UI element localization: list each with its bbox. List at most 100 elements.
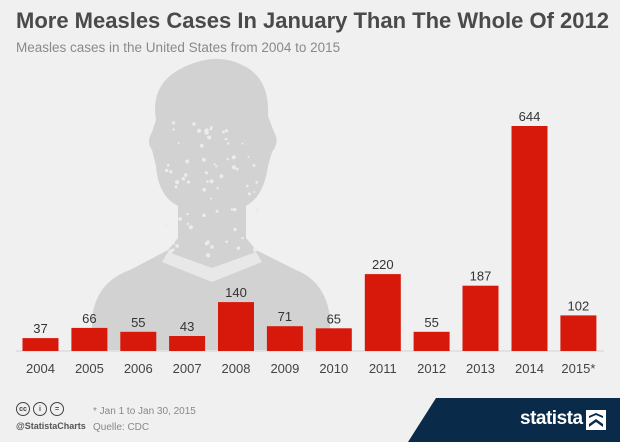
measles-spot <box>246 184 249 188</box>
measles-spot <box>186 212 189 216</box>
measles-spot <box>197 128 202 133</box>
source-note: Quelle: CDC <box>93 422 150 433</box>
category-label: 2010 <box>319 361 348 376</box>
category-label: 2015* <box>561 361 595 376</box>
value-label: 37 <box>33 321 47 336</box>
bar-2004 <box>22 338 59 351</box>
category-label: 2006 <box>124 361 153 376</box>
bar-2014 <box>511 126 548 351</box>
measles-spot <box>253 191 256 193</box>
measles-spot <box>172 248 175 251</box>
measles-spot <box>231 165 237 170</box>
measles-spot <box>210 197 213 200</box>
bar-2012 <box>413 331 450 351</box>
measles-spot <box>165 224 169 228</box>
measles-spot <box>188 225 193 230</box>
category-label: 2008 <box>222 361 251 376</box>
measles-spot <box>169 170 173 174</box>
value-label: 644 <box>519 109 541 124</box>
category-label: 2012 <box>417 361 446 376</box>
measles-spot <box>224 129 229 133</box>
measles-spot <box>230 208 234 211</box>
measles-spot <box>181 177 186 181</box>
measles-spot <box>255 206 260 211</box>
measles-spot <box>226 158 229 161</box>
attribution-icon: i <box>33 402 47 416</box>
measles-spot <box>186 222 189 226</box>
statista-logo-icon <box>586 410 606 430</box>
creative-commons-icon: cc <box>16 402 30 416</box>
measles-spot <box>224 137 228 141</box>
measles-spot <box>207 135 212 140</box>
measles-spot <box>200 143 204 148</box>
measles-spot <box>166 163 170 167</box>
value-label: 65 <box>327 311 341 326</box>
value-label: 140 <box>225 285 247 300</box>
footnote: * Jan 1 to Jan 30, 2015 <box>93 406 196 417</box>
measles-spot <box>192 122 196 126</box>
bar-2008 <box>218 302 254 351</box>
measles-spot <box>174 185 178 189</box>
measles-spot <box>209 127 213 131</box>
measles-spot <box>184 173 188 177</box>
bar-2013 <box>462 285 499 351</box>
measles-spot <box>227 142 230 145</box>
value-label: 102 <box>568 298 590 313</box>
license-icons: cc i = <box>16 402 64 416</box>
measles-spot <box>209 179 214 184</box>
category-label: 2013 <box>466 361 495 376</box>
category-label: 2009 <box>270 361 299 376</box>
value-label: 220 <box>372 257 394 272</box>
measles-spot <box>215 165 218 168</box>
category-label: 2004 <box>26 361 55 376</box>
value-label: 71 <box>278 309 292 324</box>
measles-spot <box>175 180 180 185</box>
measles-spot <box>202 187 206 192</box>
category-label: 2005 <box>75 361 104 376</box>
measles-spot <box>255 181 258 184</box>
measles-spot <box>255 211 259 214</box>
measles-spot <box>236 246 241 250</box>
measles-spot <box>172 128 175 131</box>
measles-spot <box>206 180 209 183</box>
measles-spot <box>225 240 228 243</box>
category-label: 2014 <box>515 361 544 376</box>
bar-2006 <box>120 331 157 351</box>
measles-spot <box>241 236 244 240</box>
measles-spot <box>168 249 173 254</box>
measles-spot <box>233 207 237 212</box>
measles-spot <box>247 156 250 158</box>
measles-spot <box>219 174 224 179</box>
measles-spot <box>204 241 209 246</box>
measles-spot <box>204 171 208 175</box>
measles-spot <box>177 142 180 144</box>
measles-spot <box>235 167 239 171</box>
measles-spot <box>206 253 211 258</box>
no-derivatives-icon: = <box>50 402 64 416</box>
measles-spot <box>253 247 258 252</box>
chart-subtitle: Measles cases in the United States from … <box>16 40 341 55</box>
brand-band <box>408 398 620 442</box>
statista-logo-text[interactable]: statista <box>520 408 583 429</box>
bar-2015 <box>560 315 597 351</box>
measles-spot <box>185 159 190 164</box>
bar-2011 <box>364 274 401 351</box>
twitter-handle[interactable]: @StatistaCharts <box>16 421 86 431</box>
measles-person-illustration <box>92 58 330 350</box>
measles-spot <box>202 213 206 218</box>
value-label: 187 <box>470 269 492 284</box>
measles-spot <box>204 128 209 133</box>
category-label: 2007 <box>173 361 202 376</box>
measles-spot <box>215 209 219 213</box>
measles-spot <box>252 164 256 167</box>
bar-2005 <box>71 327 108 351</box>
measles-spot <box>231 155 236 160</box>
measles-spot <box>201 157 206 162</box>
category-label: 2011 <box>369 361 397 376</box>
measles-spot <box>216 187 219 190</box>
measles-spot <box>171 241 175 245</box>
bar-2007 <box>169 336 206 351</box>
value-label: 43 <box>180 319 194 334</box>
measles-spot <box>171 121 176 125</box>
